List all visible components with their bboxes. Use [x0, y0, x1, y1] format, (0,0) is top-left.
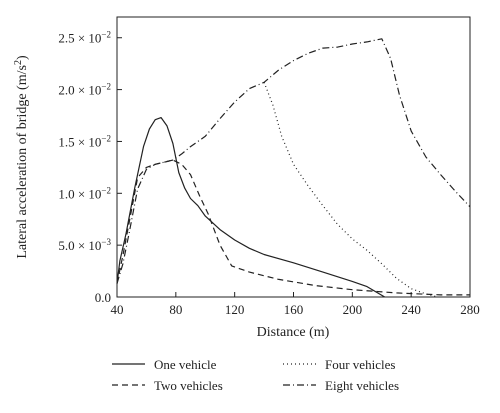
y-tick-label: 2.0 × 10−2: [58, 82, 111, 98]
legend-label-four-vehicles: Four vehicles: [325, 357, 395, 372]
plot-frame: [116, 16, 471, 298]
y-tick-mantissa: 1.0 × 10: [58, 186, 101, 201]
y-tick-label: 1.0 × 10−2: [58, 185, 111, 201]
series-line-eight-vehicles: [116, 38, 471, 284]
legend-item-eight-vehicles: Eight vehicles: [283, 378, 399, 393]
y-axis-title-main: Lateral acceleration of bridge (m/s: [15, 65, 30, 259]
x-tick-label: 200: [343, 302, 363, 317]
y-tick-mantissa: 0.0: [95, 290, 111, 305]
y-tick-label: 0.0: [95, 290, 111, 305]
y-tick-mantissa: 5.0 × 10: [58, 238, 101, 253]
y-tick-exponent: −2: [101, 185, 111, 195]
y-tick-mantissa: 2.0 × 10: [58, 83, 101, 98]
x-axis-ticks: 40 80 120 160 200 240 280: [111, 292, 480, 317]
y-tick-exponent: −2: [101, 82, 111, 92]
y-tick-mantissa: 2.5 × 10: [58, 31, 101, 46]
x-axis-title: Distance (m): [257, 325, 330, 340]
x-tick-label: 40: [111, 302, 124, 317]
y-tick-label: 5.0 × 10−3: [58, 237, 111, 253]
legend: One vehicle Two vehicles Four vehicles E…: [112, 357, 399, 393]
legend-item-one-vehicle: One vehicle: [112, 357, 217, 372]
legend-label-two-vehicles: Two vehicles: [154, 378, 223, 393]
y-tick-exponent: −2: [101, 30, 111, 40]
y-axis-title: Lateral acceleration of bridge (m/s2): [13, 55, 31, 259]
series-line-one-vehicle: [116, 116, 386, 298]
y-tick-exponent: −3: [101, 237, 111, 247]
legend-label-eight-vehicles: Eight vehicles: [325, 378, 399, 393]
y-tick-label: 2.5 × 10−2: [58, 30, 111, 46]
y-tick-exponent: −2: [101, 133, 111, 143]
legend-label-one-vehicle: One vehicle: [154, 357, 217, 372]
y-axis-title-end: ): [15, 55, 30, 60]
series-line-two-vehicles: [116, 159, 470, 296]
y-axis-title-sup: 2: [13, 60, 24, 65]
legend-item-two-vehicles: Two vehicles: [112, 378, 223, 393]
series-layer: [116, 38, 471, 298]
y-tick-mantissa: 1.5 × 10: [58, 134, 101, 149]
y-tick-label: 1.5 × 10−2: [58, 133, 111, 149]
x-tick-label: 120: [225, 302, 245, 317]
x-tick-label: 80: [169, 302, 182, 317]
legend-item-four-vehicles: Four vehicles: [283, 357, 395, 372]
x-tick-label: 240: [401, 302, 421, 317]
series-line-four-vehicles: [263, 82, 438, 298]
x-tick-label: 160: [284, 302, 304, 317]
x-tick-label: 280: [460, 302, 480, 317]
y-axis-ticks: 0.05.0 × 10−31.0 × 10−21.5 × 10−22.0 × 1…: [58, 30, 122, 305]
